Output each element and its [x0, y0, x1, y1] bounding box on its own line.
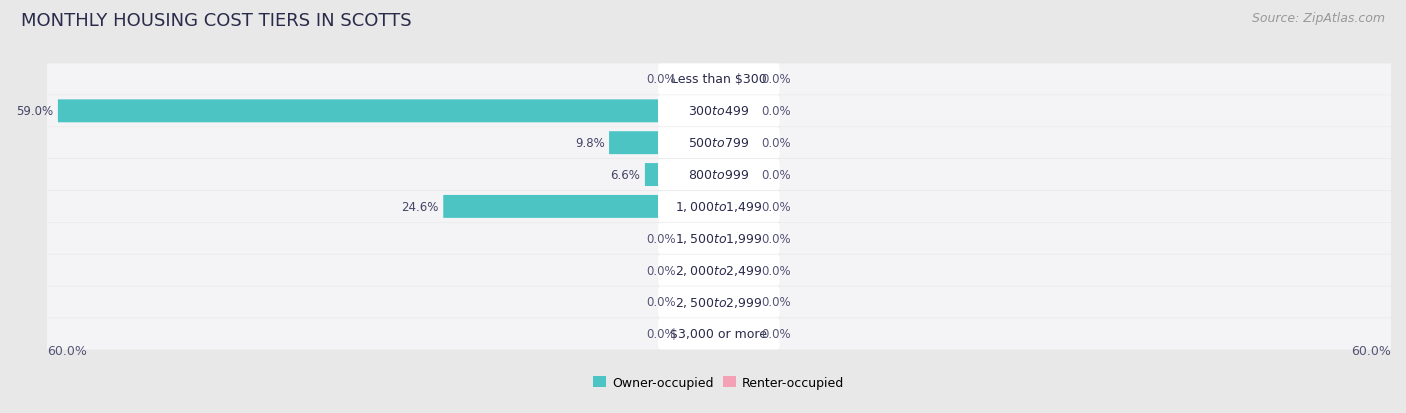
Text: 0.0%: 0.0%	[647, 73, 676, 86]
Text: 6.6%: 6.6%	[610, 169, 640, 182]
Text: 0.0%: 0.0%	[762, 296, 792, 309]
Text: 0.0%: 0.0%	[762, 73, 792, 86]
FancyBboxPatch shape	[46, 223, 1391, 254]
Text: $800 to $999: $800 to $999	[688, 169, 749, 182]
Text: $300 to $499: $300 to $499	[688, 105, 749, 118]
FancyBboxPatch shape	[718, 100, 758, 123]
FancyBboxPatch shape	[658, 318, 780, 349]
FancyBboxPatch shape	[718, 195, 758, 218]
FancyBboxPatch shape	[46, 128, 1391, 159]
Text: MONTHLY HOUSING COST TIERS IN SCOTTS: MONTHLY HOUSING COST TIERS IN SCOTTS	[21, 12, 412, 30]
FancyBboxPatch shape	[718, 323, 758, 345]
FancyBboxPatch shape	[645, 164, 718, 187]
Text: Source: ZipAtlas.com: Source: ZipAtlas.com	[1251, 12, 1385, 25]
Text: 0.0%: 0.0%	[762, 264, 792, 277]
FancyBboxPatch shape	[443, 195, 718, 218]
FancyBboxPatch shape	[658, 192, 780, 222]
FancyBboxPatch shape	[58, 100, 718, 123]
Text: 59.0%: 59.0%	[17, 105, 53, 118]
Text: 24.6%: 24.6%	[401, 200, 439, 214]
FancyBboxPatch shape	[718, 259, 758, 282]
FancyBboxPatch shape	[679, 259, 718, 282]
FancyBboxPatch shape	[679, 323, 718, 345]
FancyBboxPatch shape	[658, 160, 780, 190]
Text: 0.0%: 0.0%	[762, 328, 792, 340]
FancyBboxPatch shape	[658, 64, 780, 95]
Text: 0.0%: 0.0%	[647, 296, 676, 309]
Text: $2,000 to $2,499: $2,000 to $2,499	[675, 263, 762, 278]
Text: 9.8%: 9.8%	[575, 137, 605, 150]
FancyBboxPatch shape	[46, 159, 1391, 191]
Text: 0.0%: 0.0%	[762, 200, 792, 214]
Text: 0.0%: 0.0%	[762, 105, 792, 118]
FancyBboxPatch shape	[679, 291, 718, 314]
FancyBboxPatch shape	[658, 223, 780, 254]
FancyBboxPatch shape	[46, 64, 1391, 95]
FancyBboxPatch shape	[718, 164, 758, 187]
FancyBboxPatch shape	[718, 68, 758, 91]
FancyBboxPatch shape	[658, 96, 780, 127]
Text: $1,500 to $1,999: $1,500 to $1,999	[675, 232, 762, 246]
Text: 0.0%: 0.0%	[647, 232, 676, 245]
Text: 60.0%: 60.0%	[1351, 344, 1391, 357]
FancyBboxPatch shape	[658, 287, 780, 318]
FancyBboxPatch shape	[658, 128, 780, 159]
Text: 0.0%: 0.0%	[762, 232, 792, 245]
FancyBboxPatch shape	[658, 255, 780, 286]
FancyBboxPatch shape	[46, 96, 1391, 127]
FancyBboxPatch shape	[46, 255, 1391, 286]
Text: 60.0%: 60.0%	[46, 344, 87, 357]
FancyBboxPatch shape	[679, 227, 718, 250]
FancyBboxPatch shape	[46, 287, 1391, 318]
FancyBboxPatch shape	[609, 132, 718, 155]
FancyBboxPatch shape	[46, 318, 1391, 349]
Text: 0.0%: 0.0%	[762, 169, 792, 182]
Text: $500 to $799: $500 to $799	[688, 137, 749, 150]
Text: 0.0%: 0.0%	[647, 264, 676, 277]
FancyBboxPatch shape	[46, 191, 1391, 223]
Legend: Owner-occupied, Renter-occupied: Owner-occupied, Renter-occupied	[593, 376, 845, 389]
Text: $1,000 to $1,499: $1,000 to $1,499	[675, 200, 762, 214]
FancyBboxPatch shape	[679, 68, 718, 91]
Text: 0.0%: 0.0%	[762, 137, 792, 150]
FancyBboxPatch shape	[718, 227, 758, 250]
FancyBboxPatch shape	[718, 291, 758, 314]
FancyBboxPatch shape	[718, 132, 758, 155]
Text: $3,000 or more: $3,000 or more	[671, 328, 768, 340]
Text: 0.0%: 0.0%	[647, 328, 676, 340]
Text: $2,500 to $2,999: $2,500 to $2,999	[675, 295, 762, 309]
Text: Less than $300: Less than $300	[671, 73, 766, 86]
